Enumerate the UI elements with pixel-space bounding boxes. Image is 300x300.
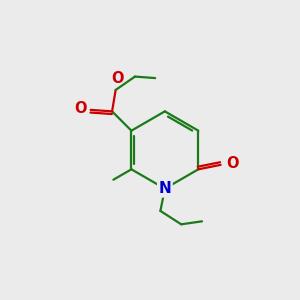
Text: N: N <box>158 181 171 196</box>
Text: O: O <box>75 101 87 116</box>
Text: O: O <box>111 71 123 86</box>
Text: O: O <box>226 156 239 171</box>
